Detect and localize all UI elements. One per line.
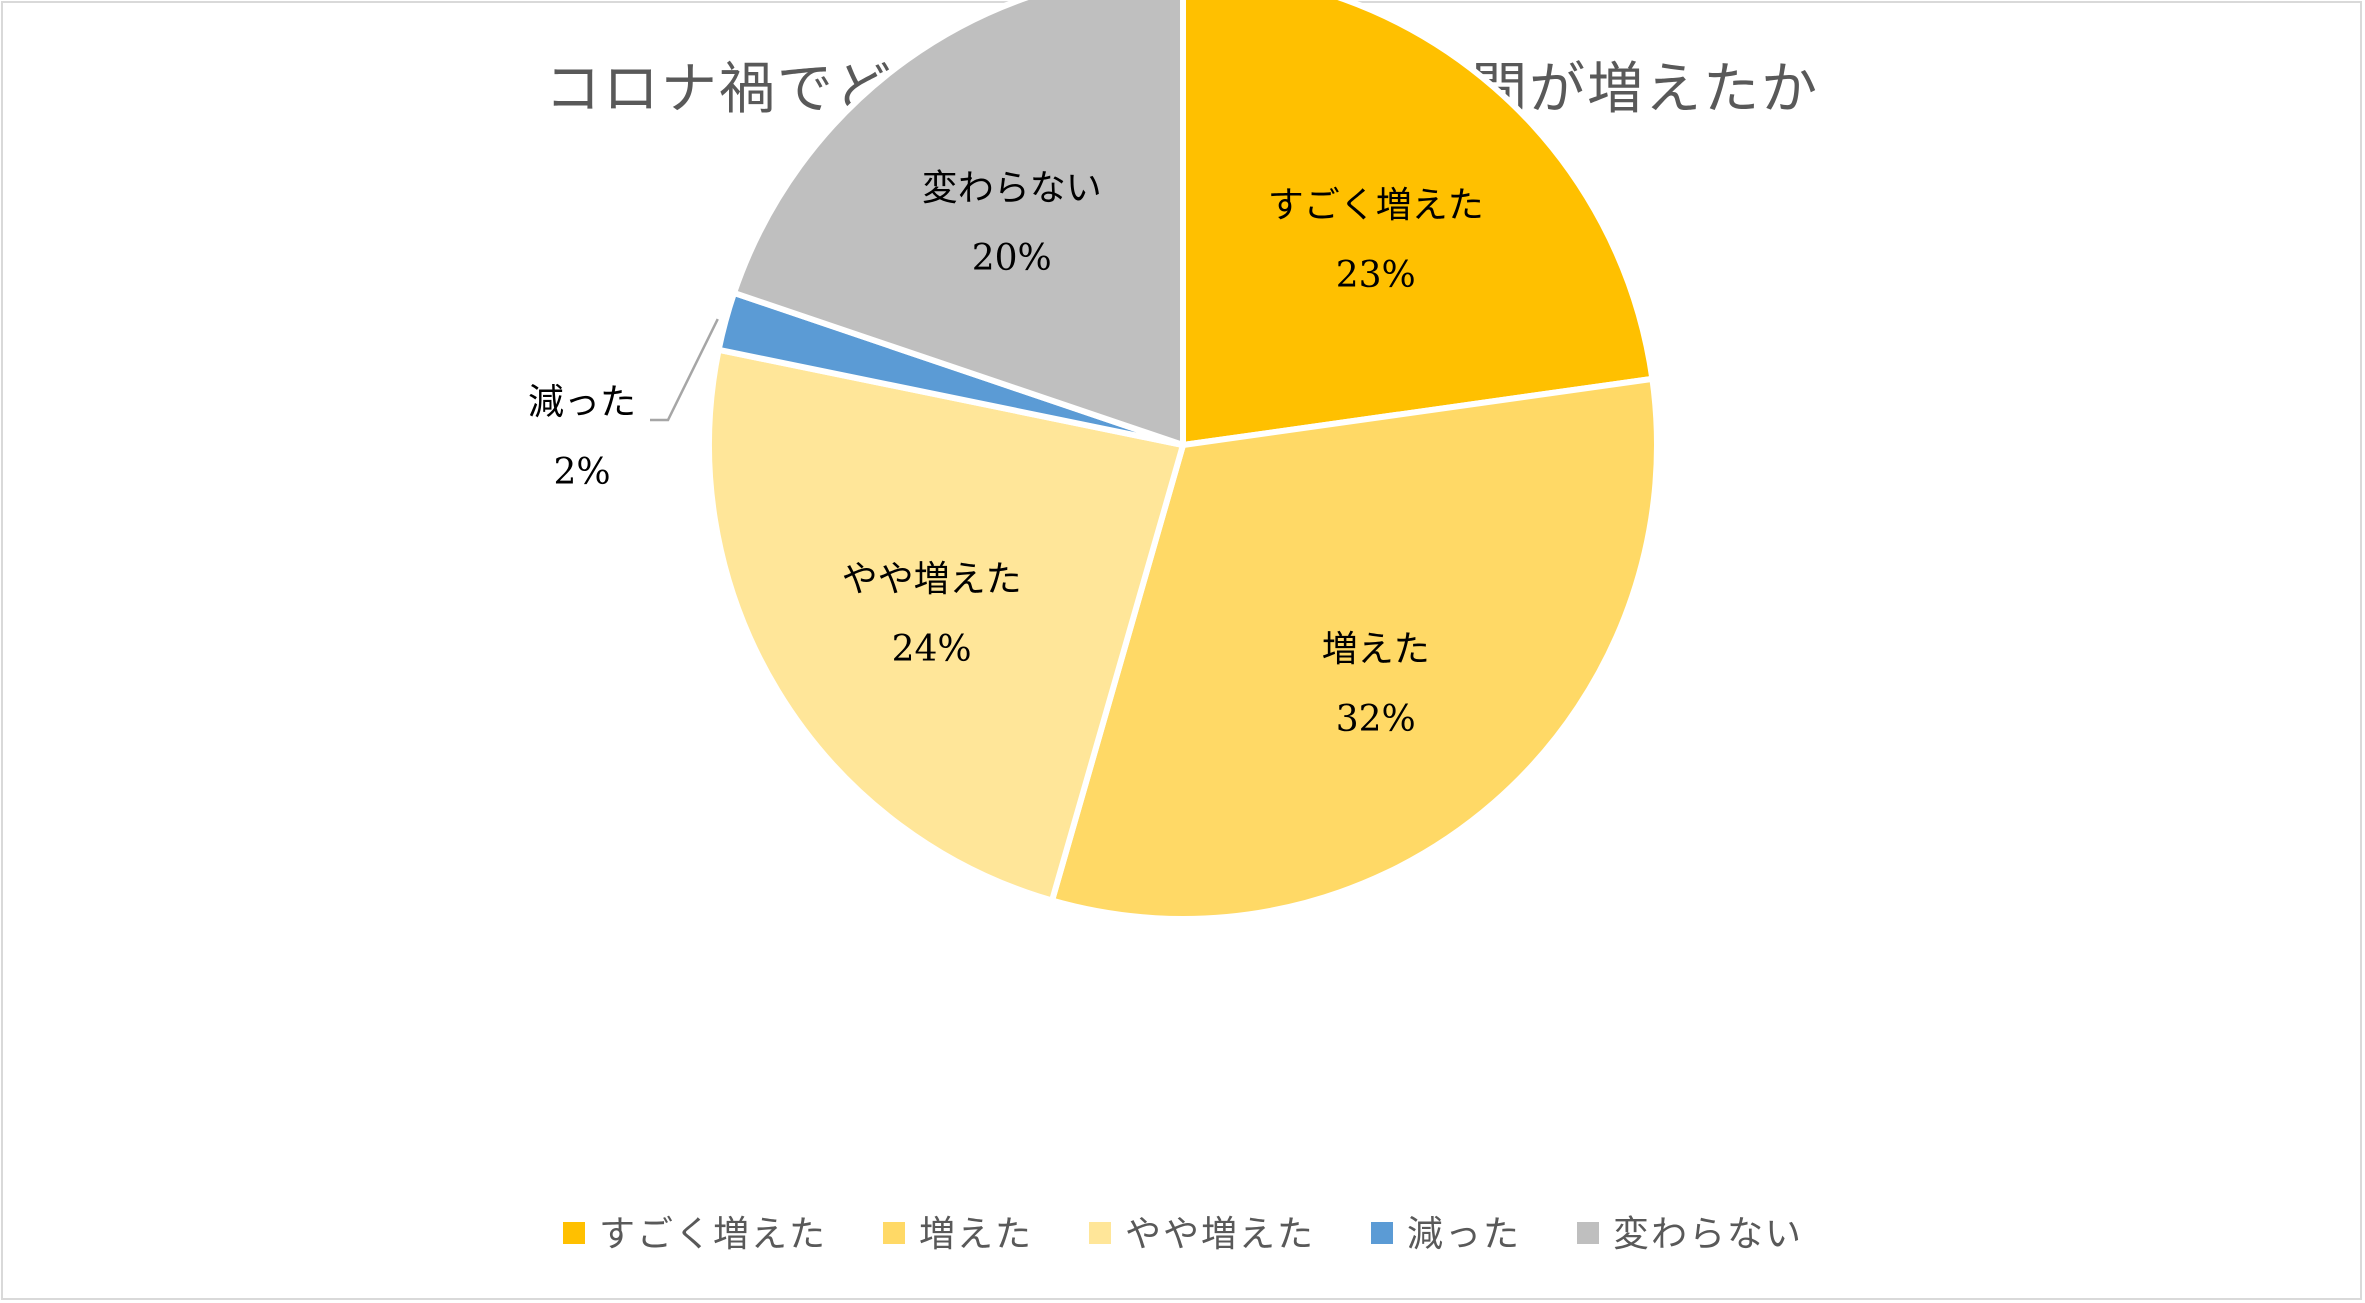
data-label-category-1: 増えた <box>1322 629 1430 670</box>
legend-swatch-2 <box>1089 1222 1111 1244</box>
data-label-category-3: 減った <box>528 382 636 423</box>
pie-slice-4 <box>731 0 1186 448</box>
legend-label-1: 増えた <box>919 1214 1033 1255</box>
data-label-value-4: 20% <box>972 238 1052 279</box>
data-label-value-3: 2% <box>553 452 610 493</box>
legend-swatch-3 <box>1371 1222 1393 1244</box>
pie-slice-1 <box>1049 375 1660 922</box>
data-label-value-1: 32% <box>1336 699 1416 740</box>
legend-swatch-1 <box>883 1222 905 1244</box>
pie-slices <box>706 0 1660 922</box>
legend-swatch-0 <box>563 1222 585 1244</box>
legend-label-4: 変わらない <box>1613 1214 1803 1255</box>
pie-slice-0 <box>1180 0 1656 448</box>
legend-label-3: 減った <box>1407 1214 1521 1255</box>
data-label-category-2: やや増えた <box>842 559 1022 600</box>
legend: すごく増えた 増えた やや増えた 減った 変わらない <box>563 1214 1803 1255</box>
data-labels: すごく増えた 23% 増えた 32% やや増えた 24% 減った 2% 変わらない 20% <box>528 168 1484 740</box>
data-label-value-2: 24% <box>892 629 972 670</box>
legend-label-2: やや増えた <box>1125 1214 1315 1255</box>
pie-slice-2 <box>706 346 1186 904</box>
leader-line-3 <box>650 318 719 422</box>
data-label-category-4: 変わらない <box>922 168 1102 209</box>
legend-swatch-4 <box>1577 1222 1599 1244</box>
data-label-category-0: すごく増えた <box>1268 185 1484 226</box>
data-label-value-0: 23% <box>1336 255 1416 296</box>
legend-label-0: すごく増えた <box>599 1214 827 1255</box>
